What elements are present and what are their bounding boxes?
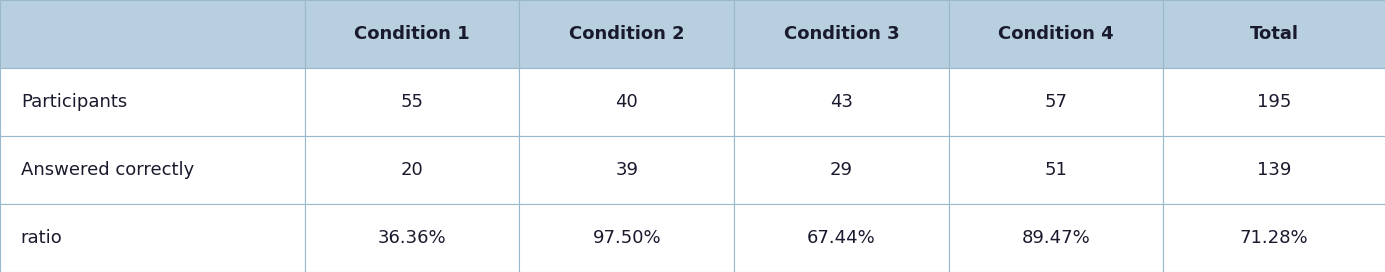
Text: 43: 43 xyxy=(830,93,853,111)
Text: 195: 195 xyxy=(1258,93,1291,111)
Text: 20: 20 xyxy=(400,161,424,179)
Bar xyxy=(305,68,519,136)
Bar xyxy=(1163,204,1385,272)
Text: Total: Total xyxy=(1249,25,1299,43)
Bar xyxy=(734,68,949,136)
Text: Condition 4: Condition 4 xyxy=(999,25,1114,43)
Text: Condition 1: Condition 1 xyxy=(355,25,470,43)
Bar xyxy=(0,68,305,136)
Bar xyxy=(1163,68,1385,136)
Text: 40: 40 xyxy=(615,93,638,111)
Bar xyxy=(949,204,1163,272)
Text: 71.28%: 71.28% xyxy=(1240,229,1309,247)
Bar xyxy=(519,0,734,68)
Text: 36.36%: 36.36% xyxy=(378,229,446,247)
Text: 57: 57 xyxy=(1044,93,1068,111)
Text: 139: 139 xyxy=(1258,161,1291,179)
Text: 55: 55 xyxy=(400,93,424,111)
Text: Participants: Participants xyxy=(21,93,127,111)
Text: 29: 29 xyxy=(830,161,853,179)
Text: Condition 3: Condition 3 xyxy=(784,25,899,43)
Bar xyxy=(734,204,949,272)
Bar xyxy=(305,136,519,204)
Bar xyxy=(734,136,949,204)
Bar xyxy=(0,136,305,204)
Bar xyxy=(949,0,1163,68)
Bar xyxy=(949,136,1163,204)
Text: 67.44%: 67.44% xyxy=(807,229,875,247)
Bar xyxy=(1163,0,1385,68)
Text: Answered correctly: Answered correctly xyxy=(21,161,194,179)
Text: 51: 51 xyxy=(1044,161,1068,179)
Bar xyxy=(305,0,519,68)
Bar xyxy=(949,68,1163,136)
Text: Condition 2: Condition 2 xyxy=(569,25,684,43)
Bar xyxy=(519,204,734,272)
Bar xyxy=(519,68,734,136)
Text: 89.47%: 89.47% xyxy=(1022,229,1090,247)
Text: 39: 39 xyxy=(615,161,638,179)
Bar xyxy=(734,0,949,68)
Text: ratio: ratio xyxy=(21,229,62,247)
Bar xyxy=(519,136,734,204)
Text: 97.50%: 97.50% xyxy=(593,229,661,247)
Bar xyxy=(1163,136,1385,204)
Bar xyxy=(0,0,305,68)
Bar xyxy=(305,204,519,272)
Bar xyxy=(0,204,305,272)
